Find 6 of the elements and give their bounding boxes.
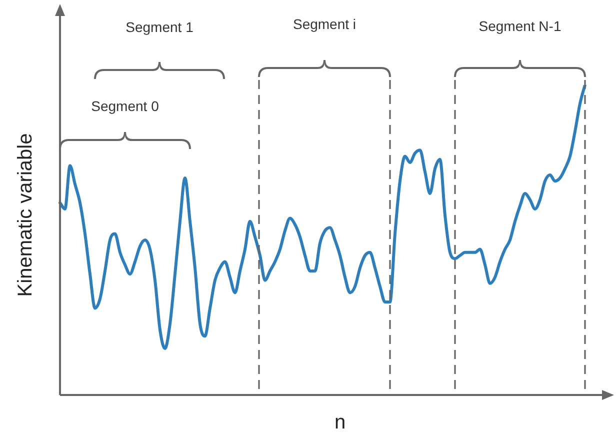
text: Segment 1 xyxy=(126,19,194,35)
annotation: Segment 0 xyxy=(91,98,159,114)
x-axis-title: n xyxy=(334,412,346,434)
text: Segment N-1 xyxy=(478,18,562,34)
text: Segment i xyxy=(292,16,356,32)
y-axis-title: Kinematic variable xyxy=(14,133,37,297)
